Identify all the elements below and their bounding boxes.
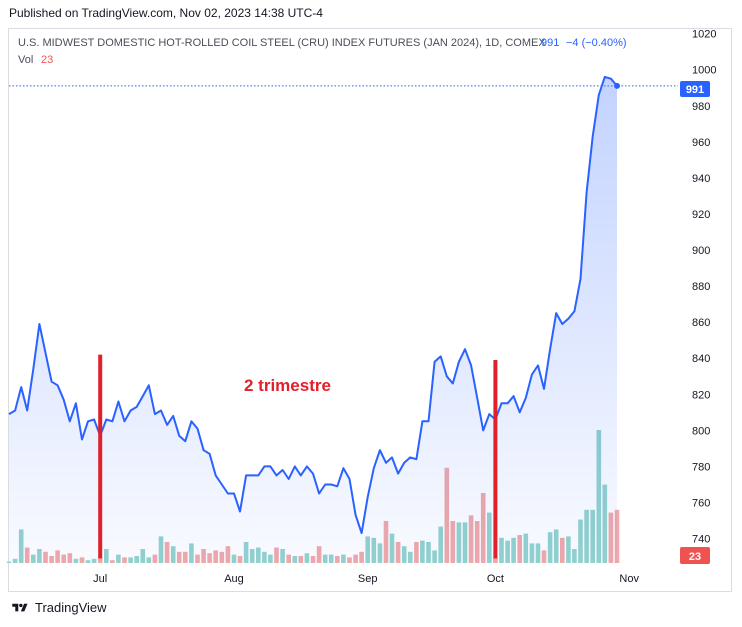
- annotations: 2 trimestre: [98, 354, 498, 559]
- y-tick-label: 840: [692, 353, 710, 365]
- last-price-dot: [614, 82, 620, 89]
- price-change: −4 (−0.40%): [566, 37, 627, 49]
- price-chart[interactable]: U.S. MIDWEST DOMESTIC HOT-ROLLED COIL ST…: [0, 0, 742, 600]
- y-tick-label: 1020: [692, 29, 716, 41]
- y-tick-label: 780: [692, 461, 710, 473]
- price-badge: 991: [686, 84, 704, 96]
- price-axis[interactable]: 1020 1000 980 960 940 920 900 880 860 840 820 800 78…: [692, 29, 716, 546]
- tradingview-logo-icon: [12, 603, 28, 611]
- x-tick-label: Sep: [358, 573, 378, 585]
- x-tick-label: Aug: [224, 573, 244, 585]
- volume-badge-bg: [680, 547, 710, 564]
- x-tick-label: Jul: [93, 573, 107, 585]
- y-tick-label: 900: [692, 245, 710, 257]
- y-tick-label: 940: [692, 173, 710, 185]
- y-tick-label: 960: [692, 137, 710, 149]
- axis-badges: 991 23: [680, 81, 710, 564]
- price-line-group: [8, 75, 678, 535]
- y-tick-label: 980: [692, 101, 710, 113]
- volume-legend-label: Vol: [18, 54, 33, 66]
- y-tick-label: 920: [692, 209, 710, 221]
- published-caption: Published on TradingView.com, Nov 02, 20…: [9, 6, 323, 20]
- footer-brand[interactable]: TradingView: [10, 600, 107, 615]
- brand-name: TradingView: [35, 600, 107, 615]
- y-tick-label: 860: [692, 317, 710, 329]
- price-area: [9, 76, 617, 563]
- chart-title: U.S. MIDWEST DOMESTIC HOT-ROLLED COIL ST…: [18, 37, 546, 49]
- y-tick-label: 1000: [692, 65, 716, 77]
- y-tick-label: 760: [692, 498, 710, 510]
- annotation-text: 2 trimestre: [244, 376, 331, 395]
- y-tick-label: 800: [692, 425, 710, 437]
- volume-badge: 23: [689, 551, 701, 563]
- area-fill: [9, 76, 617, 563]
- volume-legend-value: 23: [41, 54, 53, 66]
- x-tick-label: Nov: [619, 573, 639, 585]
- chart-frame: [8, 28, 732, 592]
- volume-bar: [6, 561, 12, 563]
- y-tick-label: 820: [692, 389, 710, 401]
- time-axis[interactable]: Jul Aug Sep Oct Nov: [93, 573, 639, 585]
- y-tick-label: 740: [692, 534, 710, 546]
- price-badge-bg: [680, 81, 710, 97]
- price-line: [8, 75, 618, 535]
- x-tick-label: Oct: [487, 573, 504, 585]
- last-price: 991: [541, 37, 559, 49]
- y-tick-label: 880: [692, 281, 710, 293]
